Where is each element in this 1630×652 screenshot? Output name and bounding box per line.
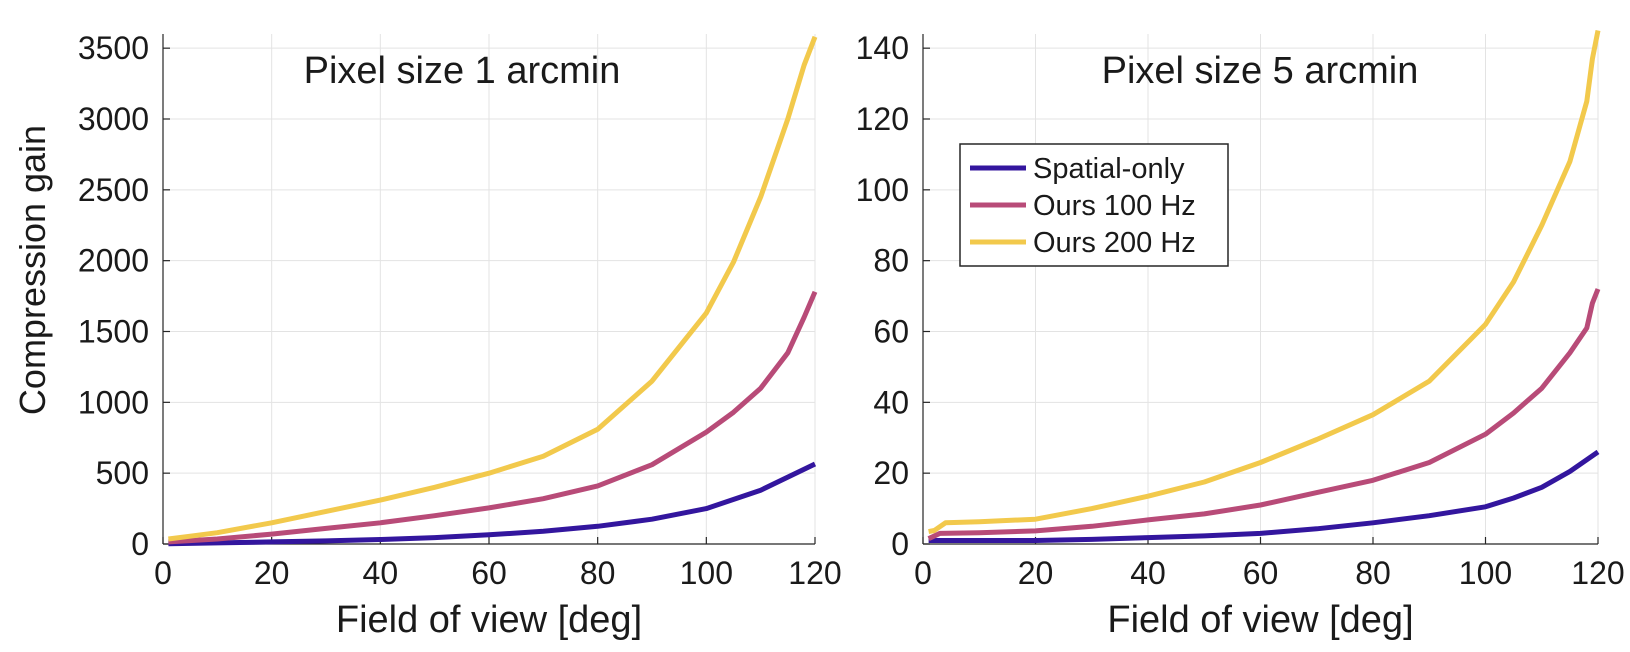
y-tick-label: 40	[873, 384, 909, 420]
y-tick-label: 3500	[78, 30, 149, 66]
series-line-spatial-only	[928, 449, 1600, 543]
x-tick-label: 0	[914, 555, 932, 591]
x-tick-label: 100	[680, 555, 733, 591]
chart-panel-1-arcmin: 0 20 40 60 80 100 120 0 500 1000 1500 2000 2500 3000 3…	[78, 30, 842, 641]
x-tick-label: 80	[1355, 555, 1391, 591]
y-tick-label: 0	[891, 526, 909, 562]
y-tick-label: 20	[873, 455, 909, 491]
chart-title: Pixel size 1 arcmin	[304, 50, 621, 92]
series-line-ours-100-hz	[168, 290, 818, 545]
x-tick-label: 100	[1459, 555, 1512, 591]
shared-y-axis-label: Compression gain	[12, 125, 53, 415]
x-axis-label: Field of view [deg]	[1107, 599, 1413, 641]
y-tick-label: 100	[856, 172, 909, 208]
legend-label-spatial-only: Spatial-only	[1033, 153, 1185, 185]
y-tick-label: 500	[96, 455, 149, 491]
legend: Spatial-only Ours 100 Hz Ours 200 Hz	[959, 143, 1229, 267]
chart-title: Pixel size 5 arcmin	[1102, 50, 1419, 92]
series-line-ours-200-hz	[928, 30, 1601, 535]
y-tick-label: 60	[873, 314, 909, 350]
x-tick-label: 120	[1571, 555, 1624, 591]
series-line-ours-100-hz	[927, 288, 1601, 541]
chart-panel-5-arcmin: 0 20 40 60 80 100 120 0 20 40 60 80 100 120 140 Pixel s…	[856, 30, 1625, 641]
y-tick-label: 0	[131, 526, 149, 562]
x-tick-label: 0	[154, 555, 172, 591]
x-tick-label: 60	[1243, 555, 1279, 591]
x-tick-label: 40	[1130, 555, 1166, 591]
y-tick-label: 120	[856, 101, 909, 137]
series-line-ours-200-hz	[168, 35, 818, 542]
y-tick-label: 1000	[78, 384, 149, 420]
x-axis-label: Field of view [deg]	[336, 599, 642, 641]
legend-label-ours-200-hz: Ours 200 Hz	[1033, 227, 1196, 259]
x-tick-label: 60	[471, 555, 507, 591]
x-tick-label: 80	[580, 555, 616, 591]
y-tick-label: 140	[856, 30, 909, 66]
y-tick-label: 80	[873, 243, 909, 279]
y-tick-label: 2500	[78, 172, 149, 208]
y-tick-label: 3000	[78, 101, 149, 137]
x-tick-label: 40	[363, 555, 399, 591]
x-tick-label: 120	[788, 555, 841, 591]
y-tick-label: 1500	[78, 314, 149, 350]
x-tick-label: 20	[254, 555, 290, 591]
y-tick-label: 2000	[78, 243, 149, 279]
series-line-spatial-only	[168, 461, 817, 547]
x-tick-label: 20	[1018, 555, 1054, 591]
legend-label-ours-100-hz: Ours 100 Hz	[1033, 190, 1196, 222]
